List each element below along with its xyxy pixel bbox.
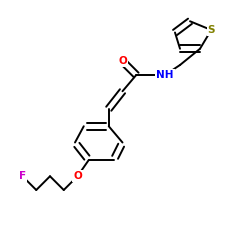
Text: S: S bbox=[208, 25, 215, 35]
Text: NH: NH bbox=[156, 70, 174, 80]
Text: O: O bbox=[73, 171, 82, 181]
Text: O: O bbox=[118, 56, 127, 66]
Text: F: F bbox=[19, 171, 26, 181]
